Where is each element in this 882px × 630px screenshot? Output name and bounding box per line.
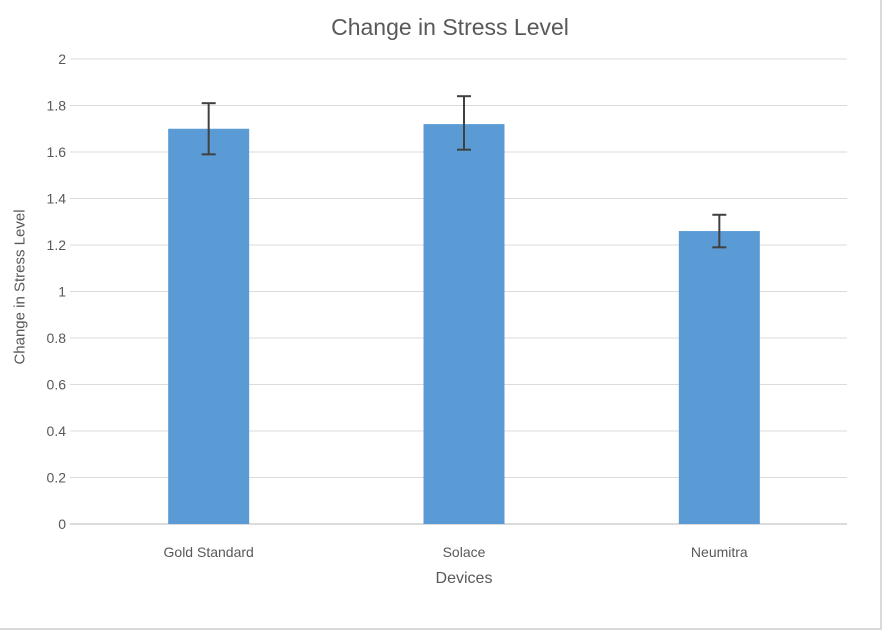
- y-tick-label: 0.8: [47, 330, 67, 346]
- y-tick-label: 0: [58, 516, 66, 532]
- chart-title: Change in Stress Level: [331, 14, 569, 40]
- bar-solace[interactable]: [423, 124, 505, 524]
- y-tick-label: 0.6: [47, 377, 67, 393]
- y-tick-label: 1: [58, 284, 66, 300]
- y-tick-label: 1.4: [47, 191, 67, 207]
- bar-neumitra[interactable]: [678, 231, 760, 525]
- y-tick-label: 0.4: [47, 423, 67, 439]
- bar-gold-standard[interactable]: [168, 128, 250, 524]
- x-category-label-neumitra: Neumitra: [691, 544, 748, 560]
- y-tick-label: 1.2: [47, 237, 67, 253]
- x-axis-title: Devices: [435, 570, 493, 587]
- y-tick-label: 1.6: [47, 144, 67, 160]
- y-tick-label: 2: [58, 51, 66, 67]
- y-tick-label: 0.2: [47, 470, 67, 486]
- x-category-label-solace: Solace: [443, 544, 486, 560]
- y-tick-label: 1.8: [47, 98, 67, 114]
- x-category-label-gold-standard: Gold Standard: [164, 544, 254, 560]
- y-axis-title: Change in Stress Level: [11, 209, 29, 365]
